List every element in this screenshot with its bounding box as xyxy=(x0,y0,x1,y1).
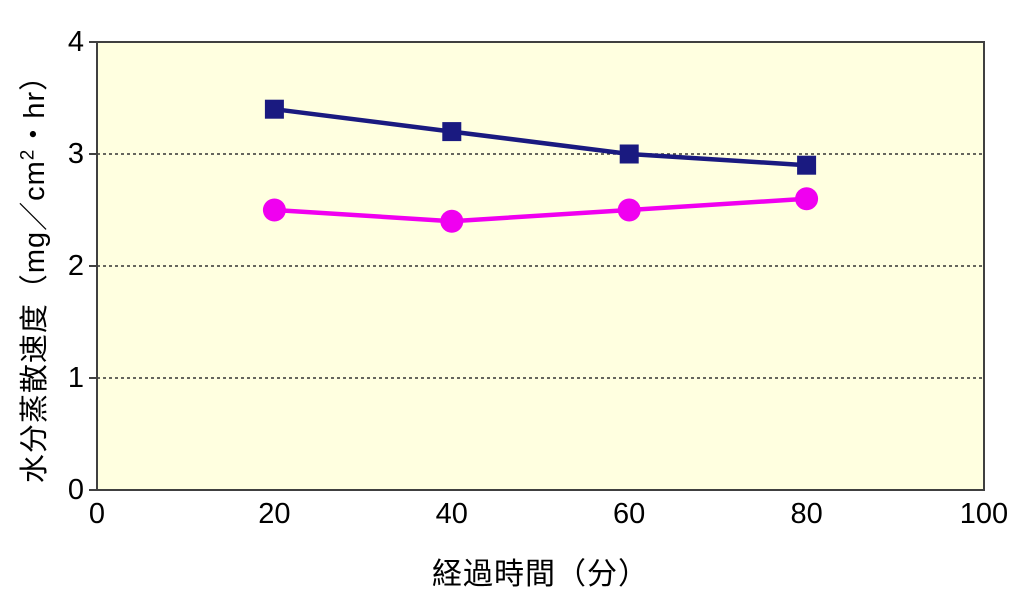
navy-square-series-marker-x20 xyxy=(264,99,284,119)
navy-square-series-marker-x40 xyxy=(442,122,462,142)
x-tick-label-20: 20 xyxy=(258,498,291,530)
x-tick-label-80: 80 xyxy=(790,498,823,530)
navy-square-series-marker-x60 xyxy=(619,144,639,164)
magenta-circle-series-line xyxy=(274,196,807,224)
magenta-circle-series-marker-x20 xyxy=(262,198,286,222)
x-tick-label-100: 100 xyxy=(959,498,1009,530)
y-tick-label-0: 0 xyxy=(67,474,84,506)
x-tick-label-0: 0 xyxy=(88,498,106,530)
magenta-circle-series-marker-x60 xyxy=(617,198,641,222)
y-tick-label-3: 3 xyxy=(67,138,84,170)
x-tick-label-60: 60 xyxy=(613,498,646,530)
magenta-circle-series-marker-x40 xyxy=(440,209,464,233)
y-tick-label-4: 4 xyxy=(67,26,84,58)
y-axis-title-text: 水分蒸散速度（mg／cm xyxy=(19,160,51,484)
x-axis-title: 経過時間（分） xyxy=(432,558,649,591)
x-tick-label-40: 40 xyxy=(435,498,468,530)
navy-square-series-line xyxy=(274,106,807,168)
y-axis-title-unit-suffix: ・hr） xyxy=(19,60,51,149)
magenta-circle-series-marker-x80 xyxy=(795,187,819,211)
navy-square-series-marker-x80 xyxy=(797,155,817,175)
y-tick-label-2: 2 xyxy=(67,250,84,282)
y-tick-label-1: 1 xyxy=(67,362,84,394)
